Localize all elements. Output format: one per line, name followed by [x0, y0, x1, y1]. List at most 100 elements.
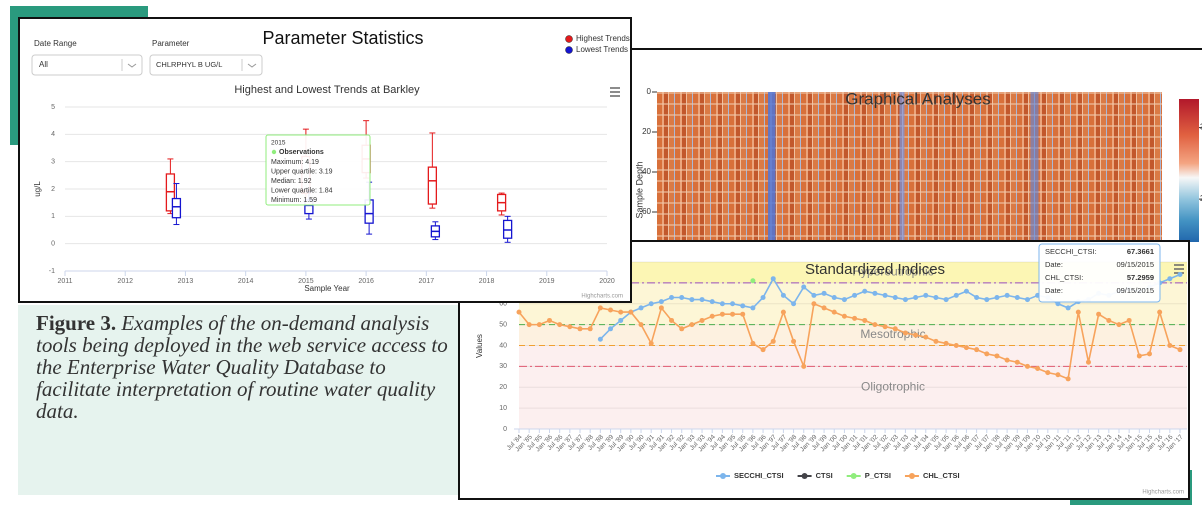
tooltip-value: 09/15/2015	[1116, 286, 1154, 295]
y-axis-title: ug/L	[33, 181, 42, 197]
point	[709, 313, 715, 319]
point	[1177, 347, 1183, 353]
x-tick-label: 2020	[599, 278, 615, 285]
point	[811, 301, 817, 307]
box-body	[171, 197, 182, 219]
point	[1024, 297, 1030, 303]
point	[1157, 309, 1163, 315]
point	[740, 311, 746, 317]
point	[831, 309, 837, 315]
tooltip-value: 1.84	[319, 187, 333, 194]
y-tick-label: 0	[51, 241, 55, 248]
point	[791, 301, 797, 307]
point	[902, 330, 908, 336]
chart-title: Standardized Indices	[805, 261, 945, 278]
point	[1146, 351, 1152, 357]
band-label: Oligotrophic	[861, 379, 925, 393]
point	[669, 294, 675, 300]
point	[1004, 357, 1010, 363]
tooltip-value: 1.59	[303, 197, 317, 204]
point	[841, 313, 847, 319]
point	[547, 317, 553, 323]
colorbar-label: 20	[1200, 194, 1202, 203]
plot-band	[519, 324, 1187, 346]
point	[770, 338, 776, 344]
date-range-select[interactable]	[31, 54, 143, 76]
x-tick-label: 2017	[419, 278, 435, 285]
point	[608, 307, 614, 313]
point	[1004, 292, 1010, 298]
parameter-select[interactable]	[149, 54, 263, 76]
menu-icon[interactable]	[610, 87, 620, 97]
credit: Highcharts.com	[1142, 490, 1184, 496]
box	[496, 192, 507, 216]
point	[1065, 376, 1071, 382]
point	[618, 309, 624, 315]
y-tick-label: 0	[647, 87, 652, 96]
point	[923, 334, 929, 340]
point	[516, 309, 522, 315]
chart: Parameter Statistics Date Range All Para…	[31, 28, 630, 300]
tooltip-label: Minimum:	[271, 197, 301, 204]
x-tick-label: 2018	[479, 278, 495, 285]
contour-plot	[657, 92, 1162, 268]
tooltip-value: 4.19	[305, 159, 319, 166]
point	[597, 336, 603, 342]
y-tick-label: 60	[642, 207, 651, 216]
point	[699, 317, 705, 323]
point	[1055, 372, 1061, 378]
tooltip-label: Date:	[1045, 286, 1063, 295]
point	[923, 292, 929, 298]
point	[801, 363, 807, 369]
point	[852, 315, 858, 321]
tooltip-value: 67.3661	[1127, 247, 1154, 256]
point	[658, 305, 664, 311]
box	[502, 215, 513, 243]
point	[862, 288, 868, 294]
point	[1167, 343, 1173, 348]
point	[943, 297, 949, 303]
tooltip-box	[1038, 243, 1161, 303]
control-label: Date Range	[34, 39, 77, 48]
point	[536, 322, 542, 328]
point	[597, 305, 603, 311]
point	[872, 290, 878, 296]
x-tick-label: 2012	[117, 278, 133, 285]
point	[984, 297, 990, 303]
point	[1126, 317, 1132, 323]
point	[557, 322, 563, 328]
point	[1085, 359, 1091, 365]
y-tick-label: 40	[499, 342, 507, 349]
point	[770, 276, 776, 282]
y-tick-label: 20	[642, 127, 651, 136]
legend-label: CTSI	[816, 471, 833, 480]
point	[801, 284, 807, 290]
legend-marker	[801, 473, 808, 479]
colorbar-label: 30	[1200, 123, 1202, 132]
point	[577, 326, 583, 332]
point	[760, 294, 766, 300]
point	[760, 347, 766, 353]
band-label: Hypereutrophic	[852, 265, 933, 279]
point	[963, 288, 969, 294]
line-panel: 01020304050607080HypereutrophicMesotroph…	[458, 240, 1190, 500]
point	[852, 292, 858, 298]
point	[841, 297, 847, 303]
point	[740, 303, 746, 309]
caption-box	[18, 305, 458, 495]
tooltip-value: 57.2959	[1127, 273, 1154, 282]
caption: Figure 3. Examples of the on-demand anal…	[36, 312, 448, 422]
x-tick-label: 2019	[539, 278, 555, 285]
point	[831, 294, 837, 300]
point	[892, 326, 898, 332]
point	[1065, 305, 1071, 311]
point	[1096, 311, 1102, 317]
tooltip: SECCHI_CTSI: 67.3661 Date: 09/15/2015 CHL_CT…	[1038, 243, 1161, 303]
point	[953, 343, 959, 348]
y-tick-label: 5	[51, 104, 55, 111]
point	[648, 301, 654, 307]
tooltip-label: CHL_CTSI:	[1045, 273, 1083, 282]
select-chevron	[127, 63, 137, 68]
point	[750, 340, 756, 346]
